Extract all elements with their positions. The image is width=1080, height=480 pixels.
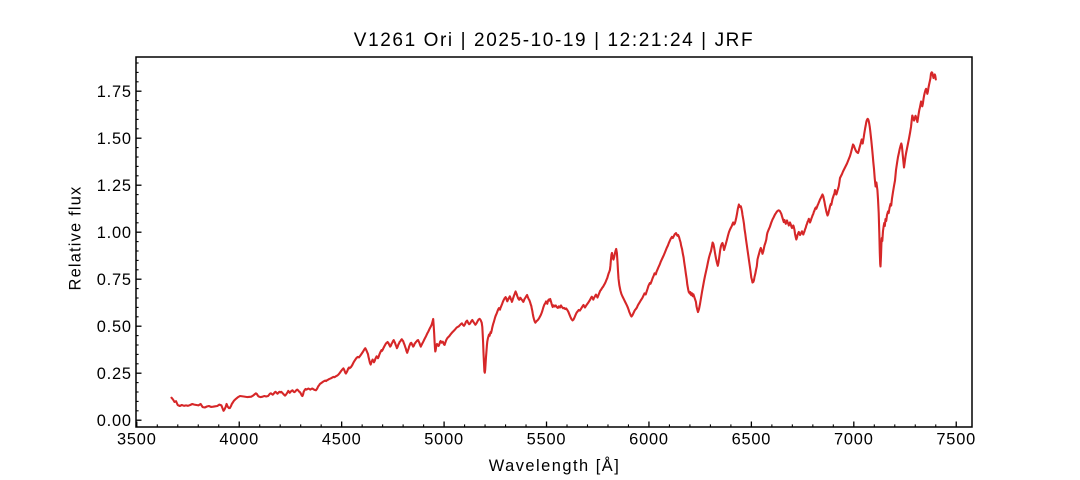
svg-text:7500: 7500	[936, 431, 976, 449]
svg-text:0.00: 0.00	[97, 412, 132, 430]
svg-text:V1261 Ori | 2025-10-19 | 12:21: V1261 Ori | 2025-10-19 | 12:21:24 | JRF	[354, 30, 754, 51]
svg-text:1.75: 1.75	[97, 83, 132, 101]
svg-text:Wavelength [Å]: Wavelength [Å]	[489, 456, 621, 475]
svg-text:1.25: 1.25	[97, 177, 132, 195]
svg-text:5000: 5000	[424, 431, 464, 449]
svg-text:1.50: 1.50	[97, 130, 132, 148]
svg-text:7000: 7000	[834, 431, 874, 449]
svg-text:0.75: 0.75	[97, 271, 132, 289]
svg-text:1.00: 1.00	[97, 224, 132, 242]
svg-text:0.50: 0.50	[97, 318, 132, 336]
svg-text:Relative flux: Relative flux	[67, 186, 85, 291]
svg-text:6000: 6000	[629, 431, 669, 449]
svg-text:5500: 5500	[527, 431, 567, 449]
svg-text:4000: 4000	[219, 431, 259, 449]
svg-text:3500: 3500	[117, 431, 157, 449]
svg-text:6500: 6500	[732, 431, 772, 449]
svg-text:0.25: 0.25	[97, 365, 132, 383]
svg-text:4500: 4500	[322, 431, 362, 449]
